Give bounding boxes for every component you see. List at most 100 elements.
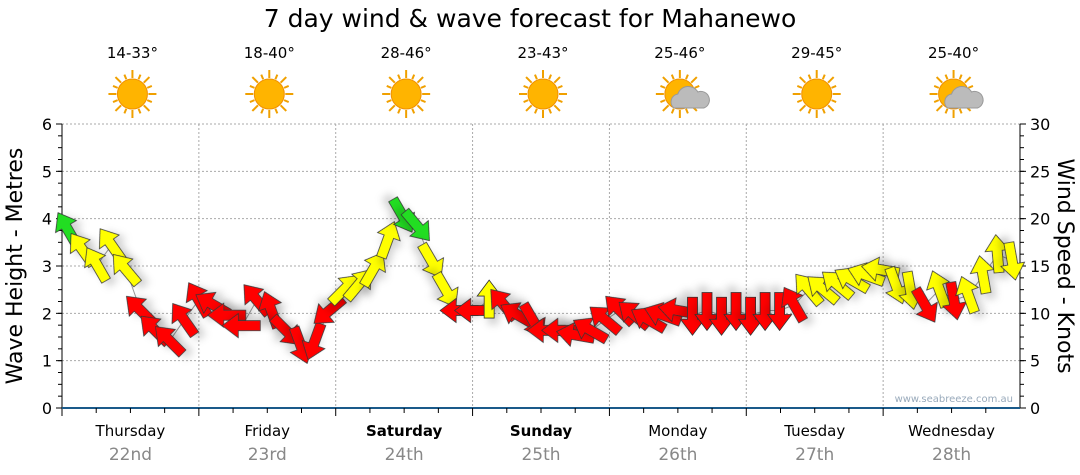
sun-ray [114,104,122,112]
sun-ray [694,85,700,89]
y-axis-label: Wave Height - Metres [3,148,28,385]
sun-ray [685,74,689,80]
sun-ray [411,74,416,80]
sun-ray [548,74,552,80]
wind-arrow [400,207,430,242]
wind-arrow [766,292,793,332]
partly-cloudy-icon [655,70,710,118]
sun-ray [933,99,940,103]
sun-ray [553,76,561,84]
sun-ray [685,108,689,114]
y2-tick-label: 25 [1030,162,1050,181]
wind-arrow [84,247,111,284]
sun-ray [807,108,812,114]
wind-arrow [155,326,187,358]
sun-ray [143,76,151,84]
sun-ray [260,108,265,114]
sun-ray [123,108,128,114]
y-tick-label: 1 [42,352,52,371]
sun-ray [553,104,561,112]
temperature-label: 14-33° [107,44,158,62]
y2-tick-label: 0 [1030,399,1040,418]
sun-ray [958,74,963,80]
sun-ray [958,108,963,114]
day-label: Monday [648,422,707,440]
sun-ray [935,76,943,84]
wind-arrow [112,253,143,288]
y-tick-label: 0 [42,399,52,418]
sun-ray [557,85,563,89]
sun-ray [525,104,533,112]
wind-arrow [359,251,386,289]
sun-ray [416,104,424,112]
sun-ray [799,104,807,112]
temperature-label: 28-46° [381,44,432,62]
wind-arrow [781,286,809,324]
wind-arrow [171,303,200,339]
wind-arrow [910,286,938,323]
sun-ray [143,104,151,112]
sun-ray [821,74,826,80]
wind-arrow [301,321,327,361]
y-tick-label: 2 [42,304,52,323]
y-tick-label: 4 [42,210,52,229]
sun-ray [662,76,670,84]
sun-disc [116,78,148,110]
sun-ray [283,99,290,103]
sun-ray [523,99,529,103]
sun-ray [123,74,128,80]
sun-ray [146,85,153,89]
wind-arrow [644,301,683,327]
day-label: Tuesday [783,422,845,440]
sun-ray [831,99,837,103]
sun-ray [821,108,826,114]
sun-ray [137,74,142,80]
sun-ray [283,85,290,89]
sun-ray [935,104,943,112]
y2-tick-label: 10 [1030,304,1050,323]
y2-tick-label: 5 [1030,352,1040,371]
sun-icon [382,70,431,118]
date-label: 23rd [248,445,287,465]
sun-ray [827,104,835,112]
sun-ray [796,99,803,103]
sun-ray [112,99,119,103]
date-label: 22nd [109,445,152,465]
sun-ray [274,74,279,80]
temperature-label: 25-40° [928,44,979,62]
sun-ray [386,85,392,89]
sun-icon [519,70,567,118]
sun-ray [397,74,401,80]
date-label: 26th [658,445,697,465]
sun-ray [386,99,392,103]
sun-ray [397,108,401,114]
sun-ray [411,108,416,114]
sun-ray [137,108,142,114]
sun-icon [792,70,841,118]
date-label: 27th [795,445,834,465]
sun-ray [807,74,812,80]
sun-ray [557,99,563,103]
sun-ray [420,99,426,103]
wind-arrow [376,221,401,260]
wind-arrow [221,312,261,339]
date-label: 24th [385,445,424,465]
sun-ray [251,104,259,112]
sun-ray [416,76,424,84]
sun-ray [420,85,426,89]
sun-ray [660,99,666,103]
day-label: Friday [245,422,291,440]
wind-arrow [969,255,995,295]
sun-icon [245,70,294,118]
date-label: 25th [521,445,560,465]
y2-tick-label: 30 [1030,115,1050,134]
y2-axis-label: Wind Speed - Knots [1052,158,1077,373]
y-tick-label: 5 [42,162,52,181]
sun-ray [831,85,837,89]
sun-disc [253,78,285,110]
sun-ray [967,85,974,89]
sun-disc [390,78,422,110]
sun-ray [523,85,529,89]
